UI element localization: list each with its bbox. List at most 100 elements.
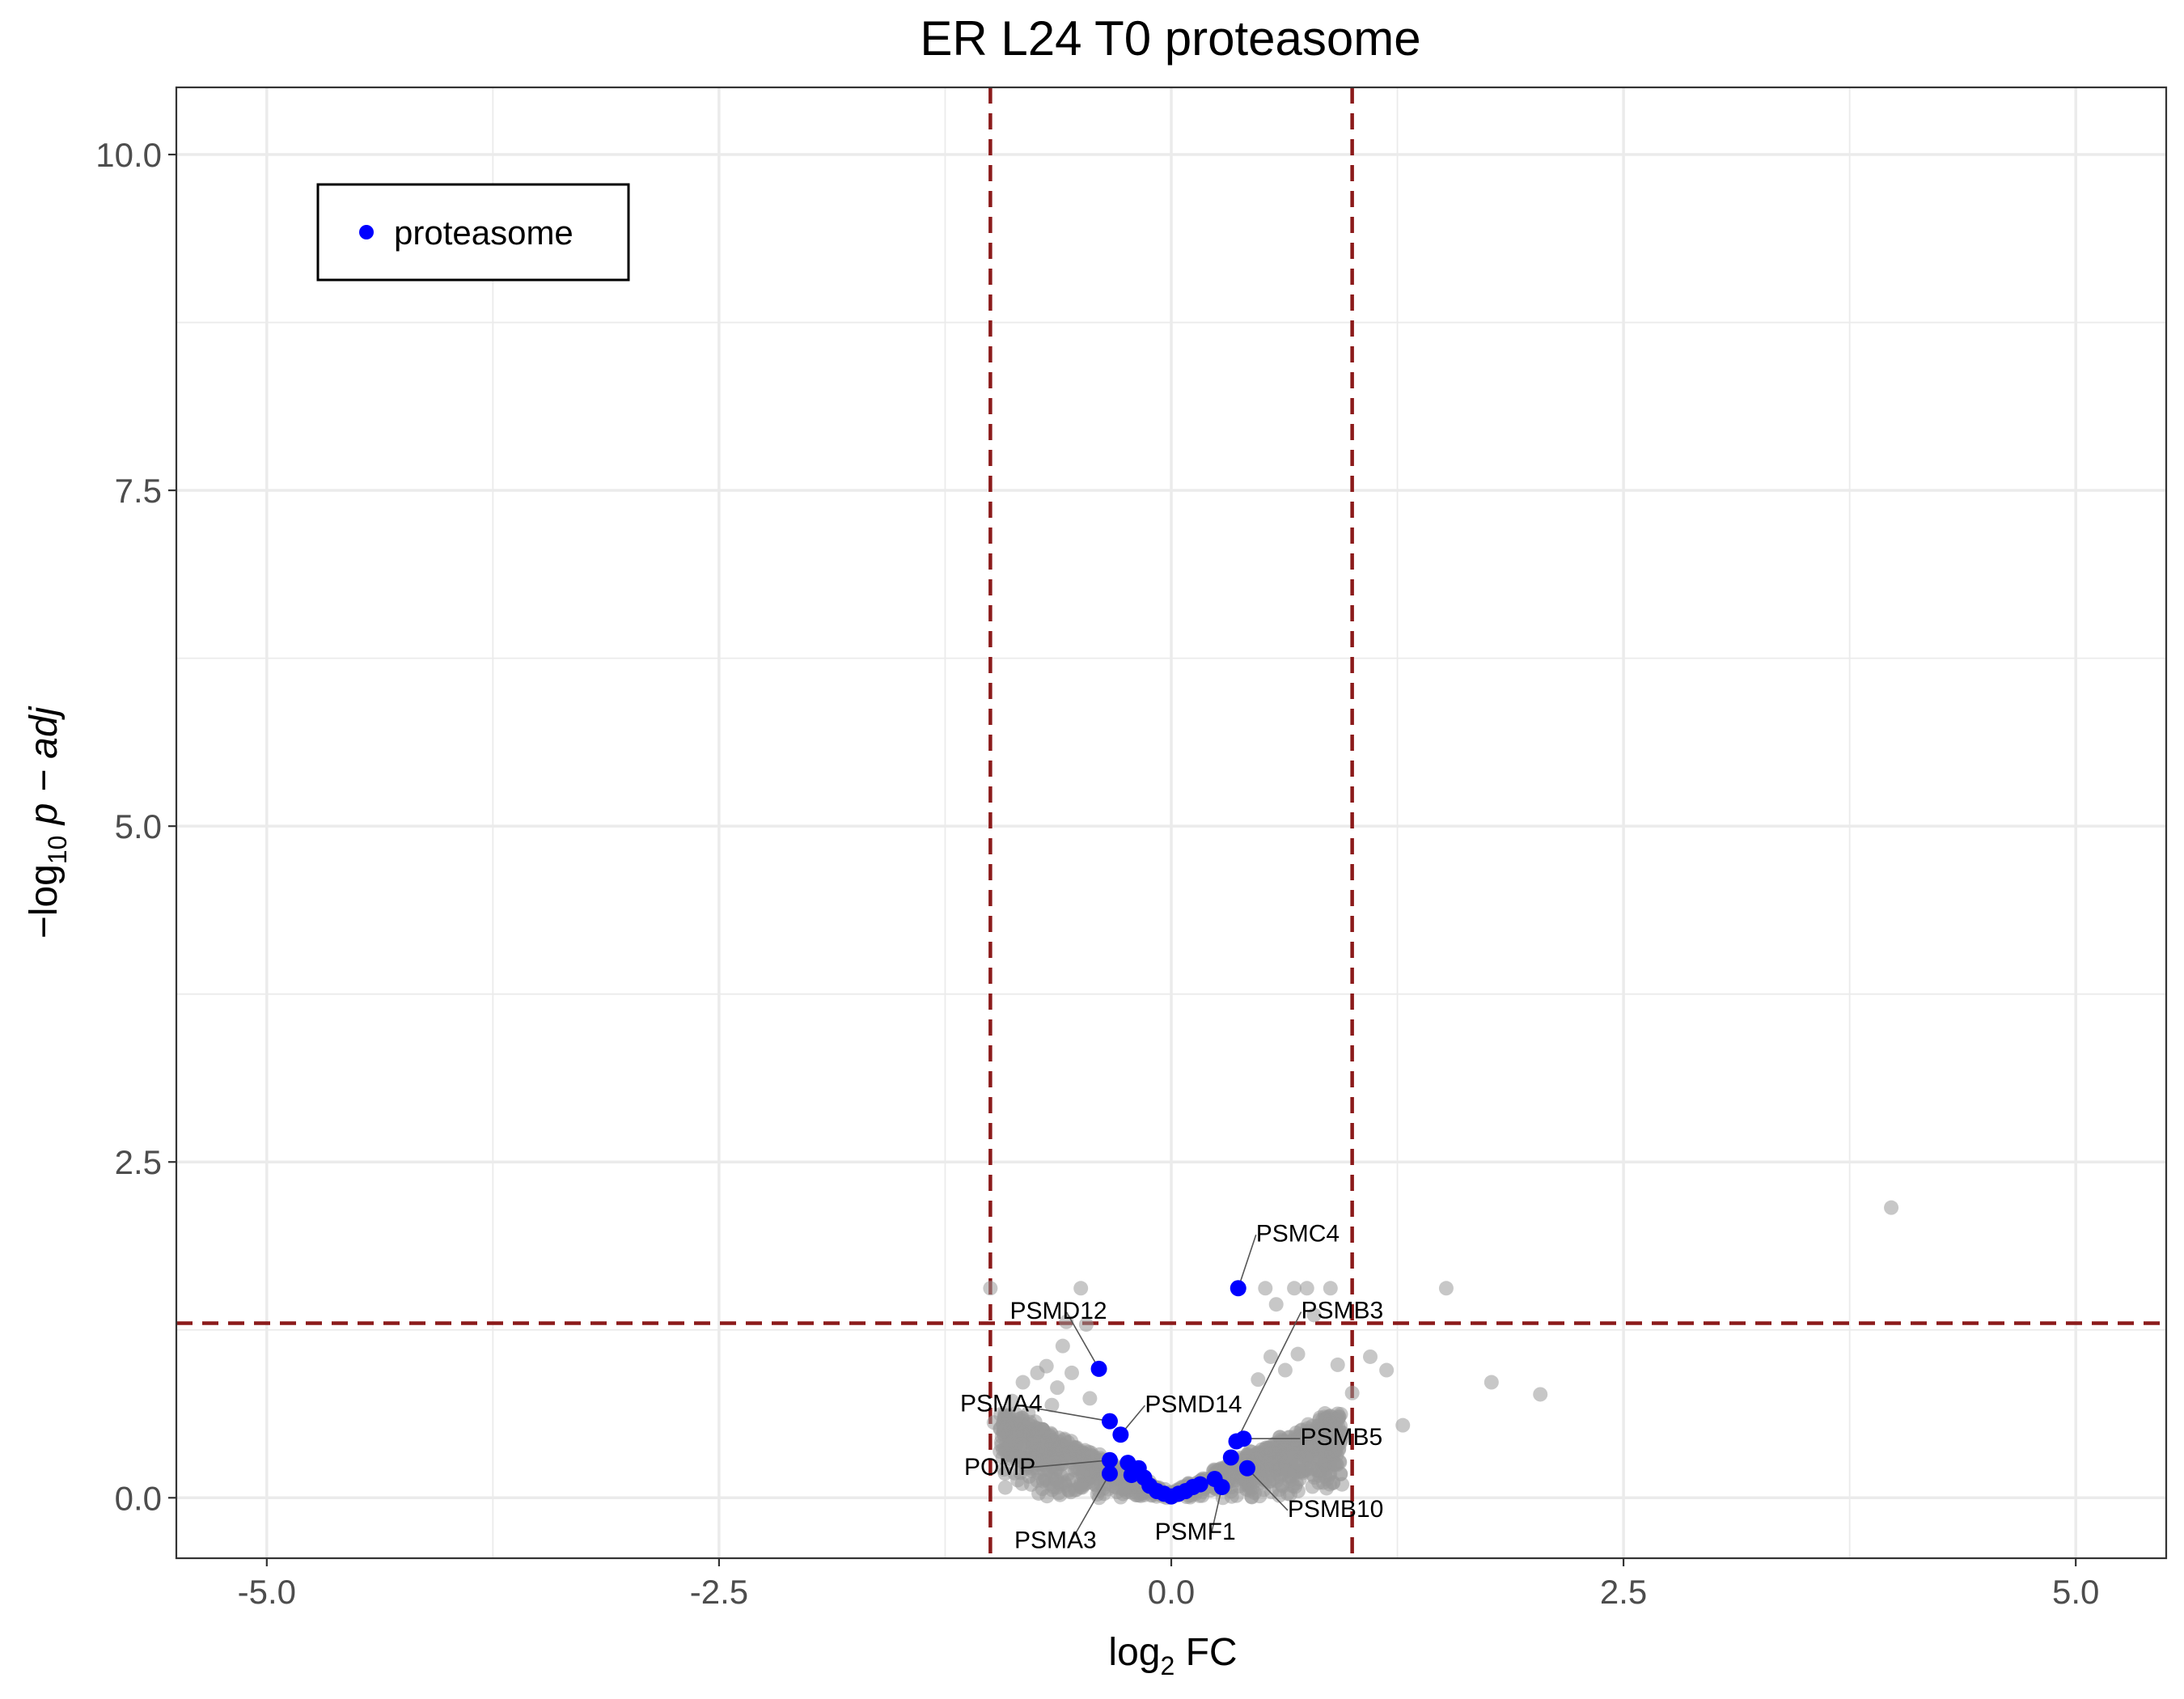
y-tick-label: 2.5: [115, 1143, 162, 1181]
legend: proteasome: [316, 183, 630, 282]
x-axis-title-suffix: FC: [1175, 1631, 1237, 1674]
background-point: [1289, 1457, 1305, 1472]
label-leader-line: [1020, 1460, 1111, 1469]
background-point: [1002, 1421, 1018, 1436]
background-point: [997, 1405, 1013, 1421]
background-point: [1395, 1417, 1411, 1433]
background-point: [1030, 1365, 1045, 1380]
gene-label: PSMF1: [1155, 1519, 1236, 1545]
label-leader-line: [1065, 1311, 1100, 1370]
x-tick-label: 0.0: [1148, 1573, 1195, 1611]
background-point: [1078, 1317, 1094, 1333]
background-point: [1060, 1434, 1076, 1450]
background-point: [983, 1281, 998, 1296]
x-tick-label: -2.5: [690, 1573, 748, 1611]
background-point: [1260, 1454, 1276, 1469]
background-point: [1302, 1434, 1318, 1450]
background-point: [1052, 1455, 1068, 1470]
cutoff-lines: [176, 87, 2166, 1558]
background-point: [1073, 1281, 1089, 1296]
gene-label: PSMD14: [1145, 1391, 1242, 1417]
background-point: [1021, 1405, 1036, 1421]
background-point: [1231, 1478, 1246, 1494]
background-point: [1064, 1365, 1079, 1380]
x-axis-title: log2 FC: [1108, 1631, 1237, 1680]
gene-label: PSMA4: [960, 1391, 1043, 1417]
background-point: [1287, 1281, 1302, 1296]
background-point: [1438, 1281, 1454, 1296]
background-point: [1023, 1460, 1039, 1476]
gene-label: PSMA3: [1014, 1527, 1097, 1553]
background-point: [1310, 1418, 1326, 1434]
gene-label: PSMB10: [1288, 1496, 1383, 1523]
background-point: [1363, 1349, 1378, 1364]
proteasome-point: [1222, 1449, 1239, 1466]
label-leader-line: [1016, 1404, 1111, 1422]
proteasome-point: [1235, 1430, 1252, 1447]
gene-labels: PSMC4 PSMD12 PSMD14 PSMA4 POMP PSMA3 PSMF1 PSMB…: [960, 1220, 1383, 1553]
background-point: [1263, 1484, 1279, 1499]
background-point: [1318, 1468, 1333, 1484]
background-point: [1242, 1444, 1258, 1460]
legend-swatch-proteasome: [359, 225, 374, 239]
proteasome-point: [1101, 1451, 1118, 1468]
y-tick-label: 10.0: [95, 136, 162, 174]
y-axis-title-suffix: p − adj: [23, 705, 66, 835]
grid-lines: [176, 87, 2166, 1558]
y-axis-title: −log10 p − adj: [23, 705, 72, 938]
y-tick-label: 0.0: [115, 1479, 162, 1517]
proteasome-point: [1112, 1426, 1129, 1443]
background-point: [1292, 1472, 1307, 1487]
background-points: [983, 1200, 1899, 1506]
background-point: [986, 1415, 1001, 1430]
background-point: [1290, 1346, 1306, 1362]
x-axis-title-prefix: log: [1108, 1631, 1160, 1674]
background-point: [1326, 1415, 1341, 1430]
proteasome-point: [1090, 1360, 1107, 1377]
background-point: [1319, 1481, 1335, 1496]
background-point: [1273, 1460, 1289, 1476]
background-point: [1050, 1380, 1065, 1396]
label-leader-line: [1235, 1311, 1302, 1442]
y-axis-title-subscript: 10: [43, 836, 72, 865]
legend-label-proteasome: proteasome: [394, 214, 574, 252]
background-point: [1315, 1430, 1331, 1445]
background-point: [997, 1480, 1013, 1495]
background-point: [1258, 1281, 1273, 1296]
background-point: [1277, 1362, 1293, 1378]
y-axis-title-prefix: −log: [23, 864, 66, 938]
background-point: [1484, 1375, 1499, 1390]
gene-label: PSMC4: [1256, 1220, 1340, 1247]
background-point: [1251, 1372, 1266, 1388]
background-point: [1094, 1477, 1109, 1492]
background-point: [1053, 1477, 1069, 1492]
background-point: [1012, 1430, 1027, 1445]
background-point: [1082, 1391, 1098, 1406]
label-leader-line: [1246, 1468, 1289, 1511]
proteasome-point: [1101, 1465, 1118, 1482]
proteasome-points: [1090, 1280, 1255, 1505]
x-tick-label: 2.5: [1600, 1573, 1647, 1611]
background-point: [1274, 1477, 1289, 1493]
x-axis-title-subscript: 2: [1160, 1651, 1175, 1680]
background-point: [1014, 1476, 1030, 1491]
background-point: [1031, 1421, 1047, 1436]
background-point: [1005, 1393, 1020, 1409]
chart-title: ER L24 T0 proteasome: [920, 11, 1420, 66]
y-axis-ticks: 0.0 2.5 5.0 7.5 10.0: [95, 136, 176, 1517]
gene-label: POMP: [964, 1454, 1035, 1481]
proteasome-point: [1101, 1413, 1118, 1430]
background-point: [1379, 1362, 1395, 1378]
x-tick-label: -5.0: [238, 1573, 296, 1611]
background-point: [1305, 1461, 1320, 1477]
background-point: [1268, 1297, 1284, 1312]
background-point: [1332, 1435, 1348, 1451]
gene-label: PSMB5: [1300, 1424, 1382, 1451]
gene-label: PSMD12: [1010, 1298, 1107, 1324]
background-point: [1003, 1451, 1018, 1467]
label-leader-line: [1237, 1235, 1257, 1289]
x-axis-ticks: -5.0 -2.5 0.0 2.5 5.0: [238, 1558, 2099, 1611]
background-point: [1263, 1349, 1278, 1364]
background-point: [1036, 1472, 1052, 1488]
background-point: [1306, 1307, 1322, 1323]
